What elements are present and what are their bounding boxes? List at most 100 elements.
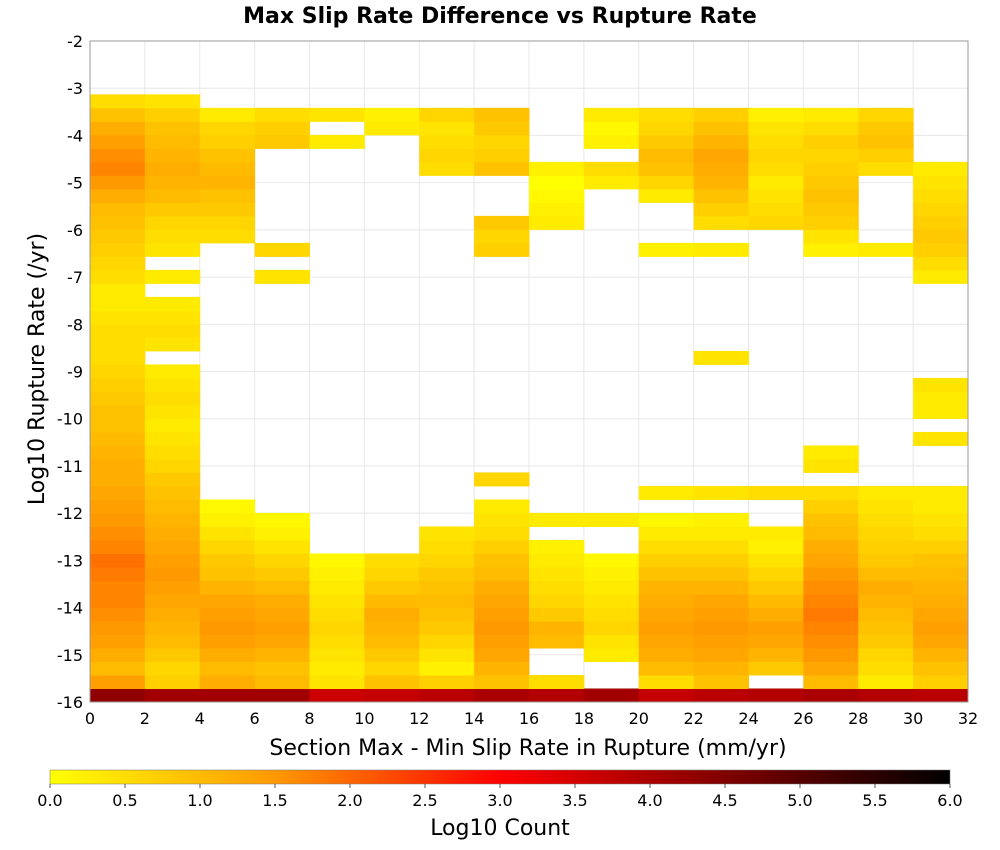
heatmap-cell (90, 364, 146, 379)
heatmap-cell (913, 391, 969, 406)
heatmap-cell (474, 634, 530, 649)
heatmap-cell (693, 647, 749, 662)
heatmap-cell (913, 661, 969, 676)
heatmap-cell (638, 539, 695, 554)
colorbar-tick-label: 4.0 (637, 791, 662, 810)
heatmap-cell (858, 688, 914, 703)
heatmap-cell (693, 620, 749, 635)
heatmap-cell (199, 134, 256, 149)
heatmap-cell (474, 566, 530, 581)
heatmap-cell (858, 526, 914, 541)
heatmap-cell (309, 674, 365, 689)
heatmap-cell (638, 188, 695, 203)
heatmap-cell (419, 107, 475, 122)
heatmap-cell (309, 580, 365, 595)
heatmap-cell (474, 620, 530, 635)
heatmap-cell (638, 634, 695, 649)
heatmap-cell (638, 148, 695, 163)
heatmap-cell (693, 215, 749, 230)
heatmap-cell (693, 188, 749, 203)
heatmap-cell (90, 499, 146, 514)
heatmap-cell (90, 647, 146, 662)
y-tick-label: -7 (67, 268, 83, 287)
heatmap-cell (309, 607, 365, 622)
heatmap-cell (90, 472, 146, 487)
heatmap-cell (419, 674, 475, 689)
heatmap-cell (144, 674, 201, 689)
heatmap-cell (309, 620, 365, 635)
heatmap-cell (90, 580, 146, 595)
heatmap-cell (638, 512, 695, 527)
heatmap-cell (693, 526, 749, 541)
heatmap-cell (144, 566, 201, 581)
heatmap-cell (748, 566, 804, 581)
y-tick-label: -10 (57, 410, 83, 429)
colorbar-tick-label: 3.0 (487, 791, 512, 810)
heatmap-cell (529, 580, 585, 595)
heatmap-cell (144, 634, 201, 649)
heatmap-cell (803, 229, 859, 244)
x-tick-label: 26 (793, 709, 813, 728)
heatmap-cell (90, 688, 146, 703)
heatmap-cell (254, 674, 310, 689)
heatmap-cell (803, 553, 859, 568)
heatmap-cell (529, 566, 585, 581)
heatmap-cell (693, 242, 749, 257)
heatmap-cell (638, 175, 695, 190)
heatmap-cell (858, 148, 914, 163)
heatmap-cell (144, 310, 201, 325)
heatmap-cell (254, 134, 310, 149)
y-tick-label: -12 (57, 504, 83, 523)
heatmap-cell (144, 539, 201, 554)
heatmap-cell (419, 593, 475, 608)
heatmap-cell (90, 134, 146, 149)
heatmap-cell (90, 323, 146, 338)
heatmap-cell (144, 580, 201, 595)
heatmap-cell (803, 485, 859, 500)
heatmap-cell (90, 539, 146, 554)
heatmap-cell (144, 526, 201, 541)
heatmap-cell (144, 337, 201, 352)
heatmap-cell (638, 674, 695, 689)
heatmap-cell (474, 553, 530, 568)
heatmap-cell (803, 175, 859, 190)
heatmap-cell (90, 418, 146, 433)
heatmap-cell (199, 188, 256, 203)
heatmap-cell (254, 539, 310, 554)
heatmap-cell (90, 310, 146, 325)
heatmap-cell (144, 661, 201, 676)
heatmap-cell (144, 242, 201, 257)
colorbar-tick-label: 0.5 (112, 791, 137, 810)
heatmap-cell (803, 634, 859, 649)
heatmap-cell (693, 485, 749, 500)
colorbar-tick-label: 5.5 (862, 791, 887, 810)
x-tick-label: 20 (629, 709, 649, 728)
heatmap-cell (529, 607, 585, 622)
heatmap-cell (474, 107, 530, 122)
heatmap-cell (199, 202, 256, 217)
heatmap-cell (474, 215, 530, 230)
heatmap-cell (364, 607, 420, 622)
heatmap-cell (748, 620, 804, 635)
heatmap-cell (144, 607, 201, 622)
heatmap-cell (419, 580, 475, 595)
colorbar-tick-label: 3.5 (562, 791, 587, 810)
heatmap-cell (474, 607, 530, 622)
heatmap-cell (913, 202, 969, 217)
heatmap-cell (364, 688, 420, 703)
heatmap-cell (858, 242, 914, 257)
heatmap-cell (803, 458, 859, 473)
heatmap-cell (638, 647, 695, 662)
x-tick-label: 16 (519, 709, 539, 728)
heatmap-cell (529, 175, 585, 190)
heatmap-cell (254, 647, 310, 662)
heatmap-cell (309, 134, 365, 149)
heatmap-cell (529, 688, 585, 703)
heatmap-cell (858, 107, 914, 122)
heatmap-cell (90, 242, 146, 257)
colorbar (49, 769, 951, 785)
heatmap-cell (858, 566, 914, 581)
heatmap-cell (858, 485, 914, 500)
plot-area: 0 2 4 6 8 10 12 14 16 18 20 22 24 26 28 30 32-2-3-4-5-6-… (57, 32, 978, 728)
heatmap-cell (913, 620, 969, 635)
